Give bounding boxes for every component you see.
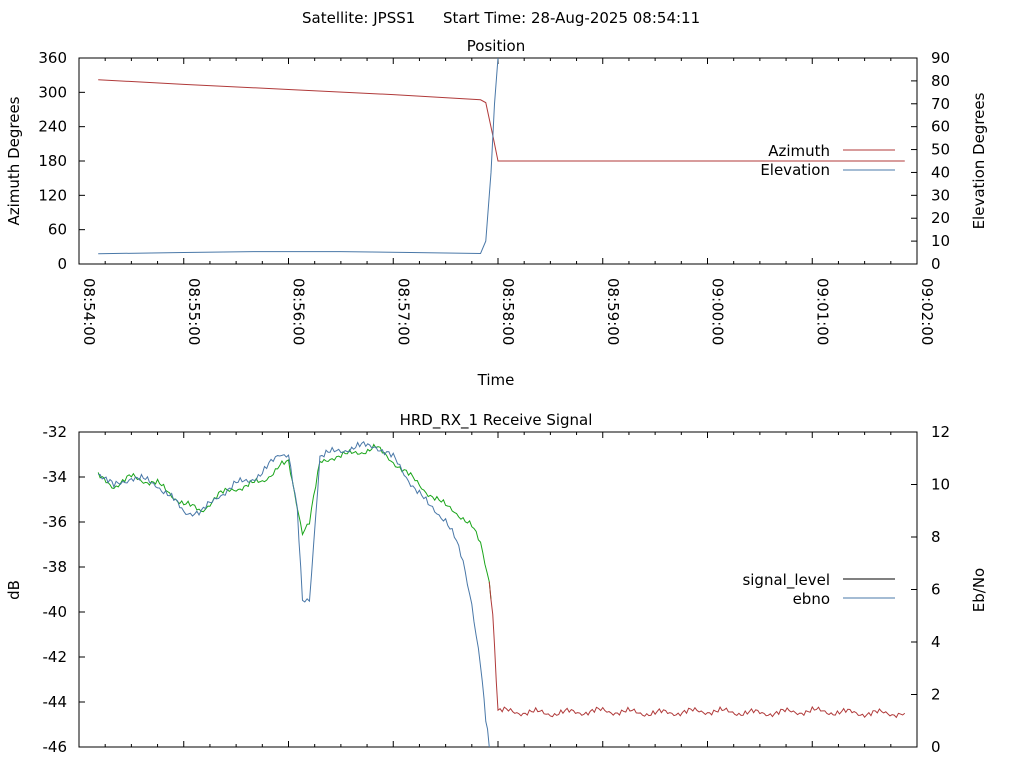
position-x-tick-label: 09:02:00: [918, 278, 936, 345]
signal-ticks: -46 -44 -42 -40 -38 -36 -34 -32 0 2 4 6 8 10 12: [43, 423, 951, 756]
position-series: [98, 57, 905, 255]
signal-y2label: Eb/No: [970, 568, 988, 612]
position-y2-tick-label: 20: [931, 209, 950, 227]
signal-y2-tick-label: 4: [931, 633, 941, 651]
position-x-tick-label: 09:00:00: [709, 278, 727, 345]
signal-level-line-weak: [488, 581, 906, 719]
position-y2-tick-label: 50: [931, 141, 950, 159]
signal-level-line-strong: [97, 443, 492, 600]
signal-y-tick-label: -46: [43, 738, 68, 756]
position-y-tick-label: 360: [38, 49, 67, 67]
signal-y-tick-label: -36: [43, 513, 68, 531]
position-y2-tick-label: 80: [931, 72, 950, 90]
signal-y2-tick-label: 0: [931, 738, 941, 756]
signal-y2-tick-label: 10: [931, 476, 950, 494]
ebno-series-line: [98, 441, 490, 748]
azimuth-series-line: [98, 79, 905, 162]
position-y-tick-label: 240: [38, 118, 67, 136]
legend-label-azimuth: Azimuth: [768, 142, 830, 160]
position-y-tick-label: 180: [38, 152, 67, 170]
position-ticks: 0 60 120 180 240 300 360 0 10 20 30 40 50 60 70 80 90 08:…: [38, 49, 950, 345]
signal-chart: HRD_RX_1 Receive Signal -46-44-42-40-38-…: [5, 411, 988, 756]
signal-y-tick-label: -34: [43, 468, 68, 486]
start-time-label: Start Time: 28-Aug-2025 08:54:11: [443, 9, 700, 27]
position-chart: Position 0 60 120 180 240 300 360 0 10 20 30 40 50 60…: [5, 37, 988, 389]
position-y2-tick-label: 70: [931, 95, 950, 113]
position-x-tick-label: 08:55:00: [185, 278, 203, 345]
signal-y2-tick-label: 12: [931, 423, 950, 441]
position-x-tick-label: 08:56:00: [290, 278, 308, 345]
position-y-tick-label: 60: [48, 221, 67, 239]
signal-plot-frame: [78, 431, 918, 748]
position-y2-tick-label: 90: [931, 49, 950, 67]
position-x-tick-label: 08:58:00: [499, 278, 517, 345]
position-y2-tick-label: 60: [931, 118, 950, 136]
position-y-tick-label: 120: [38, 186, 67, 204]
elevation-series-line: [98, 57, 499, 255]
signal-y-tick-label: -38: [43, 558, 68, 576]
position-x-tick-label: 08:57:00: [394, 278, 412, 345]
satellite-label: Satellite: JPSS1: [302, 9, 415, 27]
legend-label-elevation: Elevation: [760, 161, 830, 179]
signal-y2-tick-label: 8: [931, 528, 941, 546]
signal-y-tick-label: -40: [43, 603, 68, 621]
position-legend: Azimuth Elevation: [760, 142, 895, 179]
position-ylabel: Azimuth Degrees: [5, 96, 23, 225]
position-y-tick-label: 0: [57, 255, 67, 273]
position-x-tick-label: 08:59:00: [604, 278, 622, 345]
signal-y-tick-label: -44: [43, 693, 68, 711]
position-y2-tick-label: 10: [931, 232, 950, 250]
signal-ylabel: dB: [5, 580, 23, 600]
signal-y-tick-label: -32: [43, 423, 68, 441]
signal-y-tick-label: -42: [43, 648, 68, 666]
position-y2-tick-label: 0: [931, 255, 941, 273]
legend-label-ebno: ebno: [793, 590, 830, 608]
signal-series: [97, 441, 906, 748]
position-chart-title: Position: [467, 37, 525, 55]
signal-y2-tick-label: 2: [931, 686, 941, 704]
position-y2-tick-label: 30: [931, 186, 950, 204]
position-y2-tick-label: 40: [931, 163, 950, 181]
position-x-tick-label: 09:01:00: [813, 278, 831, 345]
legend-label-signal-level: signal_level: [742, 571, 830, 590]
signal-y2-tick-label: 6: [931, 581, 941, 599]
signal-chart-title: HRD_RX_1 Receive Signal: [400, 411, 593, 430]
position-y-tick-label: 300: [38, 83, 67, 101]
position-y2label: Elevation Degrees: [970, 92, 988, 229]
position-x-tick-label: 08:54:00: [80, 278, 98, 345]
signal-legend: signal_level ebno: [742, 571, 895, 608]
position-xlabel: Time: [477, 371, 515, 389]
